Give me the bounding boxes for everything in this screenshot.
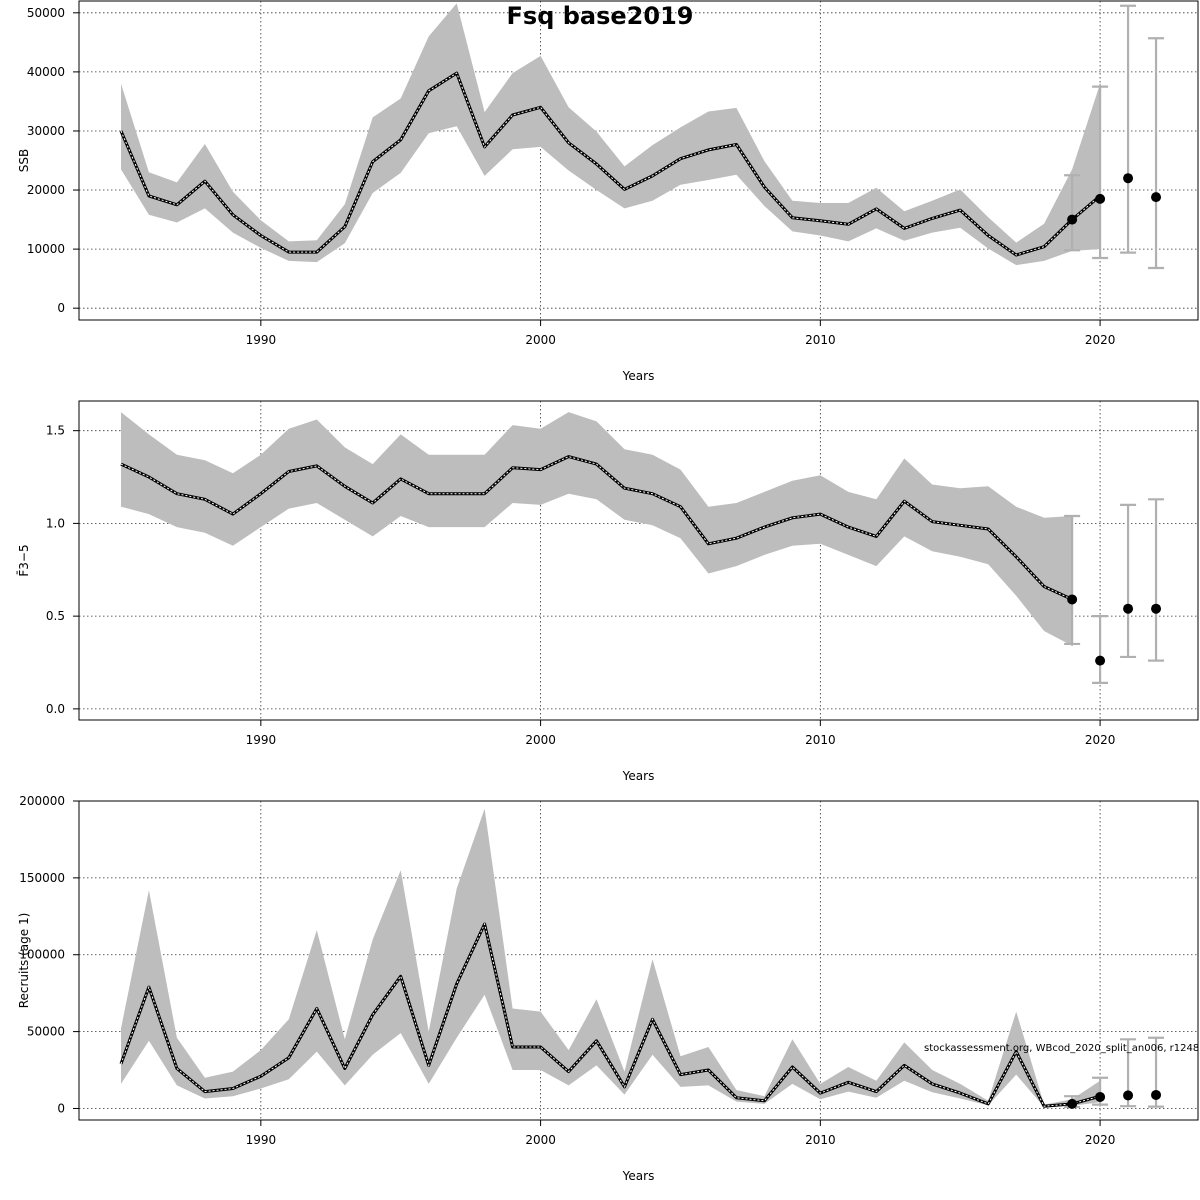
x-axis-title: Years	[622, 1169, 655, 1183]
y-tick-label-150000: 150000	[19, 871, 65, 885]
x-tick-label-2010: 2010	[805, 733, 836, 747]
point-2022	[1151, 1089, 1162, 1100]
x-tick-label-2000: 2000	[525, 1133, 556, 1147]
x-tick-label-2020: 2020	[1085, 333, 1116, 347]
chart-title: Fsq base2019	[507, 2, 694, 30]
plot-frame	[78, 400, 1199, 721]
y-tick-label-20000: 20000	[27, 183, 65, 197]
x-tick-label-2020: 2020	[1085, 733, 1116, 747]
y-tick-label-100000: 100000	[19, 948, 65, 962]
y-tick-label-1.5: 1.5	[46, 424, 65, 438]
y-axis-title: SSB	[17, 149, 31, 172]
x-tick-label-1990: 1990	[246, 1133, 277, 1147]
plot-frame	[78, 800, 1199, 1121]
point-2020	[1095, 655, 1106, 666]
estimate-line-dash	[120, 72, 1101, 256]
x-tick-label-2020: 2020	[1085, 1133, 1116, 1147]
estimate-line-dash	[120, 922, 1101, 1107]
point-2020	[1095, 193, 1106, 204]
y-tick-label-0: 0	[57, 301, 65, 315]
x-tick-label-2000: 2000	[525, 333, 556, 347]
y-tick-label-50000: 50000	[27, 1025, 65, 1039]
x-axis-title: Years	[622, 369, 655, 383]
confidence-band	[121, 3, 1101, 266]
y-tick-label-0: 0	[57, 1101, 65, 1115]
x-tick-label-2000: 2000	[525, 733, 556, 747]
point-2019	[1067, 594, 1078, 605]
panel-2: 1990 2000 2010 2020 0.0 0.5 1.0 1.5 Years F̄3−5	[17, 400, 1199, 783]
point-2020	[1095, 1091, 1106, 1102]
y-tick-label-1: 1.0	[46, 516, 65, 530]
x-tick-label-2010: 2010	[805, 333, 836, 347]
confidence-band	[121, 412, 1073, 646]
plot-frame	[78, 0, 1199, 321]
point-2022	[1151, 192, 1162, 203]
y-tick-label-40000: 40000	[27, 65, 65, 79]
watermark-note: stockassessment.org, WBcod_2020_split_an…	[924, 1043, 1200, 1054]
estimate-line-dash	[120, 456, 1073, 600]
y-tick-label-200000: 200000	[19, 794, 65, 808]
y-tick-label-10000: 10000	[27, 242, 65, 256]
confidence-band	[121, 808, 1101, 1108]
panel-3: 1990 2000 2010 2020 0 50000 100000 150000 200000…	[17, 794, 1199, 1183]
x-axis-title: Years	[622, 769, 655, 783]
panel-1: 1990 2000 2010 2020 0 10000 20000 30000 40000 500…	[17, 0, 1199, 383]
x-tick-label-2010: 2010	[805, 1133, 836, 1147]
point-2021	[1123, 173, 1134, 184]
point-2021	[1123, 603, 1134, 614]
y-tick-label-0.5: 0.5	[46, 609, 65, 623]
point-2022	[1151, 603, 1162, 614]
y-axis-title: F̄3−5	[17, 544, 31, 576]
y-tick-label-50000: 50000	[27, 6, 65, 20]
x-tick-label-1990: 1990	[246, 333, 277, 347]
point-2021	[1123, 1090, 1134, 1101]
point-2019	[1067, 214, 1078, 225]
y-axis-title: Recruits (age 1)	[17, 913, 31, 1009]
x-tick-label-1990: 1990	[246, 733, 277, 747]
point-2019	[1067, 1098, 1078, 1109]
y-tick-label-30000: 30000	[27, 124, 65, 138]
y-tick-label-0: 0.0	[46, 702, 65, 716]
